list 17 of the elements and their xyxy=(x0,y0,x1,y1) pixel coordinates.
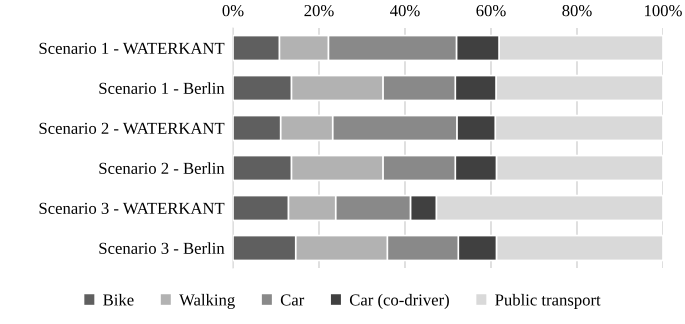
legend-label: Car xyxy=(280,294,304,306)
x-tick-label: 0% xyxy=(222,5,244,16)
legend-label: Bike xyxy=(103,294,134,306)
x-tick-label: 20% xyxy=(304,5,334,16)
x-tick-label: 80% xyxy=(562,5,592,16)
x-tick-label: 40% xyxy=(390,5,420,16)
legend-label: Car (co-driver) xyxy=(350,294,449,309)
x-tick-label: 60% xyxy=(476,5,506,16)
y-tick-label: Scenario 1 - Berlin xyxy=(99,82,224,94)
y-tick-label: Scenario 2 - WATERKANT xyxy=(40,122,224,134)
y-tick-label: Scenario 3 - Berlin xyxy=(99,242,224,254)
x-tick-label: 100% xyxy=(645,5,682,16)
y-tick-label: Scenario 3 - WATERKANT xyxy=(40,202,224,214)
legend-label: Walking xyxy=(179,294,235,309)
y-tick-label: Scenario 1 - WATERKANT xyxy=(40,42,224,54)
y-tick-label: Scenario 2 - Berlin xyxy=(99,162,224,174)
legend-label: Public transport xyxy=(495,294,601,309)
